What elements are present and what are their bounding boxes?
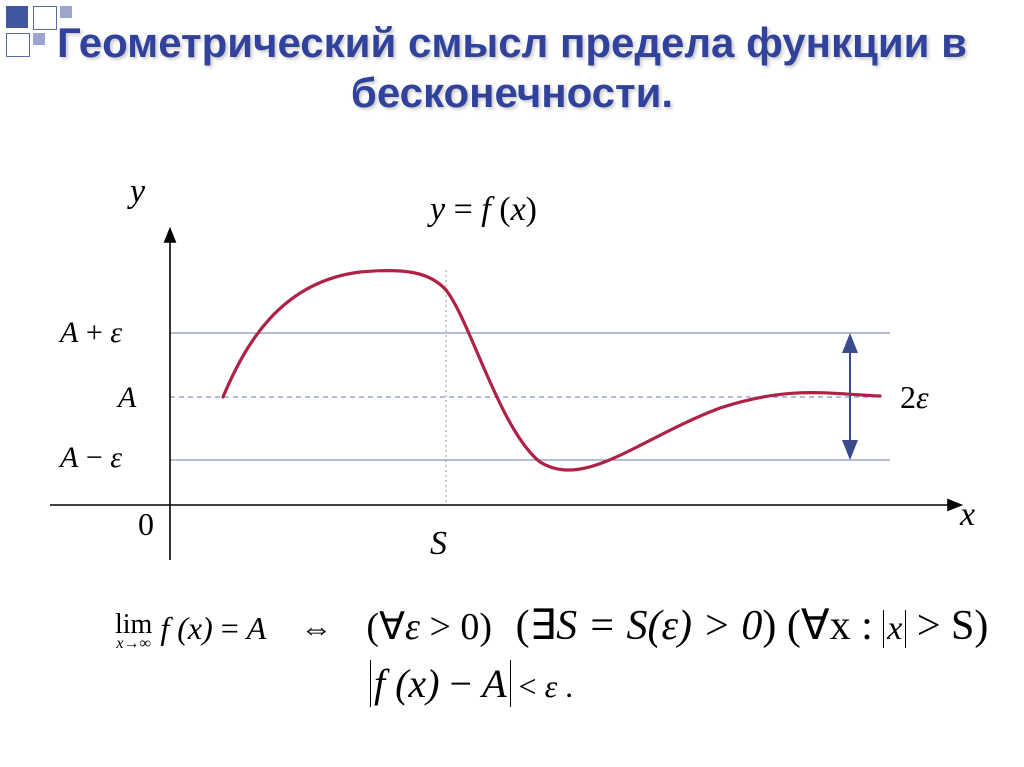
lim-text: lim	[115, 612, 152, 637]
label-A_plus: A + ε	[60, 316, 122, 350]
title-text: Геометрический смысл предела функции в б…	[57, 19, 967, 116]
p2-open: (	[516, 603, 530, 649]
label-y: y	[130, 173, 145, 211]
fx-2: f (x)	[374, 661, 440, 706]
label-A: A	[118, 381, 136, 415]
p2-close: )	[762, 603, 776, 649]
function-curve	[223, 271, 880, 470]
formula-epsilon-condition: f (x) − A < ε .	[370, 660, 573, 707]
epsilon-1: ε	[405, 606, 420, 648]
epsilon-2: ε	[545, 668, 558, 704]
label-S: S	[430, 525, 447, 563]
gt-S: > S	[906, 603, 974, 649]
deco-square	[60, 6, 72, 18]
eq: =	[221, 610, 247, 646]
p3-close: )	[974, 603, 988, 649]
lim-symbol: lim x→∞	[115, 612, 152, 652]
label-two_eps: 2ε	[900, 379, 929, 416]
dot: .	[565, 668, 573, 704]
S-eq: S = S(ε) > 0	[556, 603, 762, 649]
exists: ∃	[530, 603, 557, 649]
p1-open: (∀	[366, 606, 405, 648]
label-A_minus: A − ε	[60, 441, 122, 475]
gt0-1: > 0)	[420, 606, 492, 648]
label-fx: y = f (x)	[430, 191, 537, 229]
label-zero: 0	[138, 506, 154, 543]
abs-x: x	[883, 610, 906, 648]
limit-chart: y x 0 S A A + ε A − ε 2ε y = f (x)	[0, 160, 1024, 585]
slide-title: Геометрический смысл предела функции в б…	[0, 18, 1024, 119]
label-x: x	[960, 496, 975, 534]
iff-symbol: ⇔	[300, 610, 332, 646]
lim-sub: x→∞	[115, 637, 152, 651]
p3-open: (	[787, 603, 801, 649]
slide: Геометрический смысл предела функции в б…	[0, 0, 1024, 767]
formula-limit-definition: lim x→∞ f (x) = A ⇔ (∀ε > 0) (∃S = S(ε) …	[115, 600, 988, 651]
lt: <	[519, 668, 545, 704]
lim-fx: f (x)	[160, 610, 212, 646]
abs-fx-A: f (x) − A	[370, 660, 511, 707]
lim-A: A	[247, 610, 267, 646]
forall-x: ∀x :	[801, 603, 883, 649]
A-2: A	[482, 661, 506, 706]
minus: −	[440, 661, 483, 706]
